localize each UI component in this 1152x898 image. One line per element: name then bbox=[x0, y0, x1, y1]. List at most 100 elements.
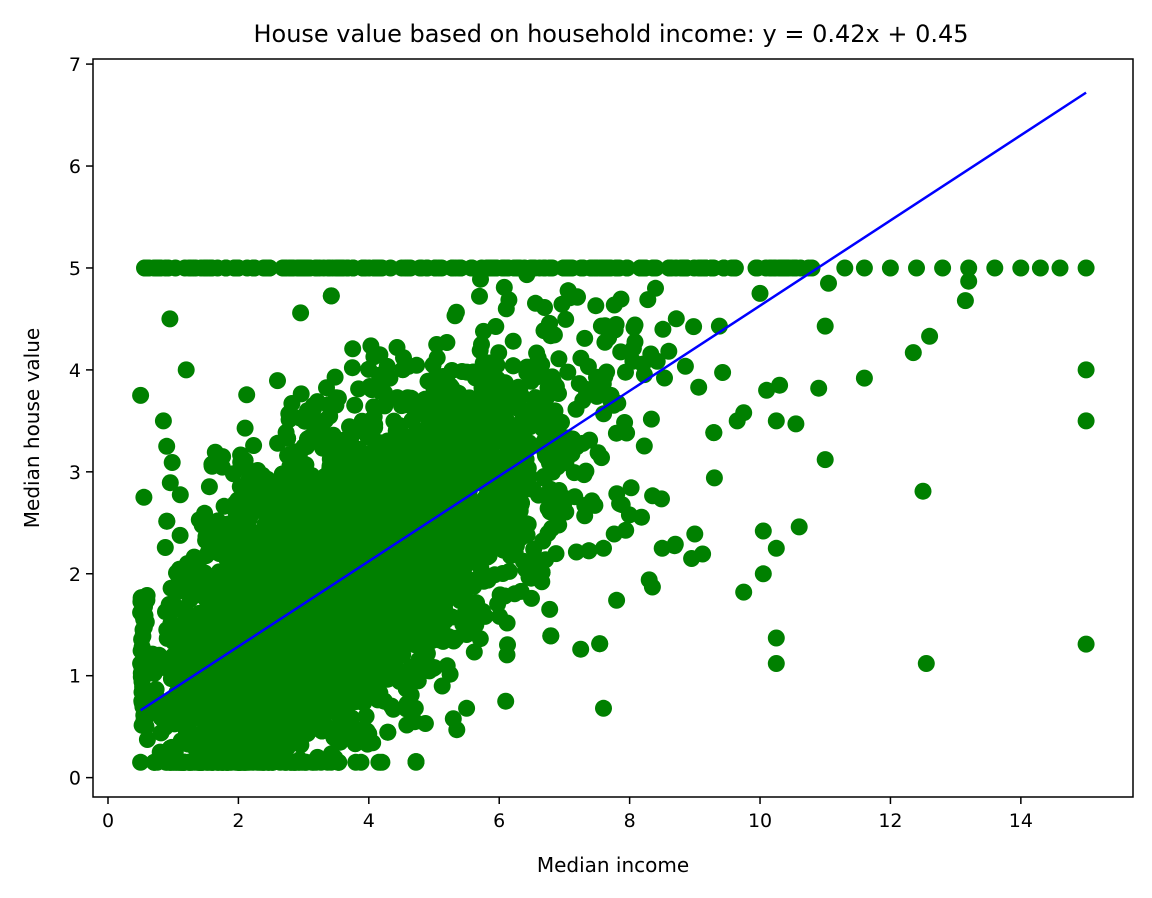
data-point bbox=[154, 412, 172, 430]
data-point bbox=[137, 686, 155, 704]
data-point bbox=[354, 644, 372, 661]
data-point bbox=[576, 507, 594, 525]
data-point bbox=[360, 725, 378, 743]
data-point bbox=[491, 607, 509, 625]
y-tick-label: 0 bbox=[69, 768, 81, 790]
x-axis: 0 2 4 6 8 10 12 14 bbox=[102, 797, 1033, 832]
x-tick-label: 12 bbox=[878, 810, 902, 832]
data-point bbox=[158, 711, 176, 729]
data-point bbox=[164, 594, 182, 612]
data-point bbox=[529, 362, 547, 379]
data-point bbox=[405, 426, 423, 444]
x-tick-label: 2 bbox=[232, 810, 244, 832]
data-point bbox=[540, 454, 558, 472]
data-point bbox=[428, 336, 446, 353]
data-point bbox=[334, 628, 352, 646]
data-point bbox=[398, 598, 416, 616]
data-point bbox=[135, 488, 153, 506]
data-point bbox=[656, 369, 673, 387]
data-point bbox=[504, 357, 522, 375]
data-point bbox=[202, 259, 220, 277]
y-tick-label: 3 bbox=[69, 462, 81, 484]
data-point bbox=[618, 259, 636, 277]
data-point bbox=[567, 543, 585, 561]
data-point bbox=[836, 259, 854, 277]
data-point bbox=[881, 259, 899, 277]
data-point bbox=[631, 259, 649, 277]
data-point bbox=[758, 381, 776, 399]
data-point bbox=[196, 504, 214, 522]
data-point bbox=[387, 422, 405, 440]
data-point bbox=[351, 522, 369, 540]
data-point bbox=[904, 344, 922, 362]
data-point bbox=[286, 753, 304, 771]
data-point bbox=[362, 337, 380, 355]
data-point bbox=[683, 550, 701, 567]
data-point bbox=[1077, 635, 1095, 653]
y-tick-label: 2 bbox=[69, 564, 81, 586]
data-point bbox=[751, 284, 769, 302]
data-point bbox=[395, 393, 413, 411]
data-point bbox=[475, 322, 492, 340]
data-point bbox=[299, 430, 317, 448]
data-point bbox=[660, 342, 678, 360]
data-point bbox=[191, 586, 209, 604]
data-point bbox=[921, 327, 939, 345]
data-point bbox=[260, 740, 278, 758]
data-point bbox=[340, 469, 358, 487]
data-point bbox=[465, 643, 483, 661]
data-point bbox=[306, 471, 324, 489]
data-point bbox=[401, 259, 419, 277]
data-point bbox=[455, 432, 472, 450]
data-point bbox=[232, 704, 250, 722]
data-point bbox=[149, 259, 167, 277]
data-point bbox=[458, 699, 476, 717]
data-point bbox=[502, 492, 520, 510]
data-point bbox=[986, 259, 1004, 277]
data-point bbox=[397, 700, 415, 718]
data-point bbox=[315, 598, 332, 616]
y-tick-label: 5 bbox=[69, 258, 81, 280]
data-point bbox=[305, 681, 323, 699]
chart-title: House value based on household income: y… bbox=[253, 20, 968, 48]
data-point bbox=[442, 563, 460, 581]
data-point bbox=[960, 259, 978, 277]
data-point bbox=[288, 682, 306, 700]
data-point bbox=[409, 672, 427, 690]
data-point bbox=[674, 259, 692, 277]
data-point bbox=[595, 539, 612, 557]
data-point bbox=[168, 564, 186, 582]
data-point bbox=[464, 458, 482, 476]
data-point bbox=[365, 259, 383, 277]
data-point bbox=[524, 481, 542, 498]
data-point bbox=[299, 494, 317, 512]
data-point bbox=[200, 605, 218, 623]
data-point bbox=[430, 433, 448, 451]
data-point bbox=[262, 662, 280, 680]
x-tick-label: 0 bbox=[102, 810, 114, 832]
data-point bbox=[605, 525, 623, 543]
data-point bbox=[311, 259, 329, 277]
data-point bbox=[197, 528, 215, 546]
data-point bbox=[232, 679, 250, 697]
data-point bbox=[960, 272, 978, 290]
data-point bbox=[235, 530, 253, 548]
data-point bbox=[273, 465, 291, 483]
data-point bbox=[686, 525, 704, 543]
data-point bbox=[572, 640, 590, 658]
data-point bbox=[496, 587, 514, 605]
data-point bbox=[583, 492, 601, 510]
data-point bbox=[463, 259, 481, 277]
data-point bbox=[262, 590, 280, 608]
data-point bbox=[565, 464, 583, 482]
data-point bbox=[956, 292, 974, 310]
data-point bbox=[379, 723, 397, 741]
data-point bbox=[543, 519, 561, 537]
data-point bbox=[754, 522, 772, 540]
data-point bbox=[183, 556, 201, 573]
data-point bbox=[250, 581, 267, 599]
data-point bbox=[534, 420, 552, 438]
x-tick-label: 8 bbox=[624, 810, 636, 832]
data-point bbox=[460, 389, 478, 407]
data-point bbox=[431, 466, 449, 484]
